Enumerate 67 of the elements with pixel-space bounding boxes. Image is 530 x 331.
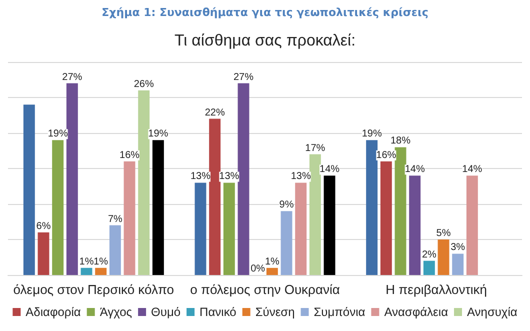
x-tick-label: όλεμος στον Περσικό κόλπο (13, 282, 174, 297)
data-label: 14% (462, 164, 482, 176)
data-label: 14% (404, 164, 425, 176)
data-label: 1% (94, 256, 108, 268)
data-label: 18% (390, 136, 411, 147)
bar (366, 140, 378, 275)
data-label: 13% (190, 171, 211, 182)
legend-label: Θυμό (151, 305, 181, 319)
chart-title: Σχήμα 1: Συναισθήματα για τις γεωπολιτικές κρίσεις (102, 6, 428, 19)
bar (194, 182, 206, 275)
data-label: 13% (219, 171, 240, 182)
legend-label: Αδιαφορία (26, 305, 81, 319)
x-tick-label: Η περιβαλλοντική (386, 282, 487, 297)
data-label: 2% (422, 249, 436, 260)
data-label: 19% (48, 128, 68, 140)
data-label: 0% (250, 264, 266, 274)
bar (438, 240, 450, 275)
data-label: 27% (233, 72, 254, 83)
bar (394, 147, 406, 275)
bar (80, 268, 92, 275)
bar (309, 154, 321, 275)
data-label: 1% (264, 256, 280, 268)
bar (295, 182, 307, 275)
bar (109, 225, 121, 275)
data-label: 3% (450, 242, 466, 254)
data-label: 16% (120, 150, 140, 161)
bar (52, 140, 64, 275)
data-label: 14% (320, 164, 340, 176)
legend-label: Άγχος (100, 305, 132, 319)
legend-label: Σύνεση (255, 305, 295, 319)
bar (38, 232, 50, 275)
bar (209, 118, 221, 275)
legend-label: Συμπόνια (314, 305, 366, 319)
x-tick-label: ο πόλεμος στην Ουκρανία (190, 282, 340, 297)
legend-label: Πανικό (200, 305, 237, 319)
bar (409, 176, 421, 275)
bar (423, 260, 435, 275)
data-label: 1% (79, 256, 94, 268)
bar (466, 176, 478, 275)
bar (324, 176, 336, 275)
bar (138, 90, 150, 275)
chart-subtitle: Τι αίσθημα σας προκαλεί: (174, 32, 356, 50)
bar (23, 104, 35, 275)
data-label: 6% (36, 220, 51, 232)
data-label: 16% (376, 150, 396, 161)
bar (266, 268, 278, 275)
bar (380, 161, 392, 275)
legend-label: Ανησυχία (467, 305, 518, 319)
bar (152, 140, 164, 275)
data-label: 17% (305, 142, 326, 154)
data-label: 7% (108, 214, 123, 225)
bar (452, 254, 464, 275)
data-label: 13% (290, 171, 311, 182)
data-label: 22% (204, 107, 225, 118)
bar (280, 211, 292, 275)
data-label: 26% (134, 78, 154, 90)
data-label: 5% (436, 228, 451, 239)
data-label: 27% (62, 72, 82, 83)
data-label: 9% (279, 200, 294, 211)
bar (95, 268, 107, 275)
bar (223, 182, 235, 275)
legend-label: Ανασφάλεια (384, 305, 448, 319)
bar (124, 161, 136, 275)
bar (238, 83, 250, 275)
data-label: 19% (362, 128, 382, 140)
bar (66, 83, 78, 275)
data-label: 19% (148, 128, 168, 140)
